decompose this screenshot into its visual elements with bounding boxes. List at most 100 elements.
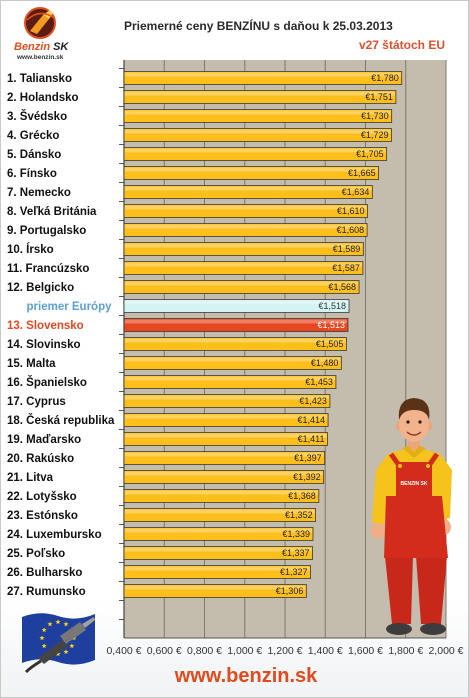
value-label-25-polsko: €1,337 <box>282 548 310 558</box>
bar-14-slovinsko <box>123 337 347 351</box>
category-label-14-slovinsko: 14. Slovinsko <box>7 339 81 351</box>
mechanic-button-left <box>398 464 402 468</box>
category-label-10-irsko: 10. Írsko <box>7 243 54 256</box>
value-label-18-ceska-republika: €1,414 <box>298 415 326 425</box>
category-label-17-cyprus: 17. Cyprus <box>7 396 66 408</box>
logo-swoosh <box>26 12 55 21</box>
bar-6-finsko <box>123 166 379 180</box>
category-label-15-malta: 15. Malta <box>7 358 56 370</box>
bar-18-ceska-republika <box>123 413 329 427</box>
value-label-2-holandsko: €1,751 <box>365 92 393 102</box>
mechanic-left-leg <box>385 556 413 624</box>
category-label-24-luxembursko: 24. Luxembursko <box>7 529 102 541</box>
value-label-13-slovensko: €1,513 <box>317 320 345 330</box>
value-label-26-bulharsko: €1,327 <box>280 567 308 577</box>
bar-9-portugalsko <box>123 223 368 237</box>
x-tick-label: 0,600 € <box>147 645 182 657</box>
category-label-7-nemecko: 7. Nemecko <box>7 187 71 199</box>
bar-gloss <box>125 357 341 362</box>
value-label-16-spanielsko: €1,453 <box>305 377 333 387</box>
value-label-23-estonsko: €1,352 <box>285 510 313 520</box>
category-label-11-francuzsko: 11. Francúzsko <box>7 263 89 275</box>
category-label-19-madarsko: 19. Maďarsko <box>7 434 81 446</box>
flag-star <box>63 621 69 627</box>
mechanic-hair <box>398 398 430 420</box>
bar-3-svedsko <box>123 109 393 123</box>
flag-nozzle-handle <box>38 640 68 664</box>
mechanic-overalls-bib <box>396 462 432 500</box>
flag-star <box>47 621 53 627</box>
flag-star <box>55 619 61 625</box>
category-label-4-grecko: 4. Grécko <box>7 130 59 142</box>
flag-star <box>41 627 47 633</box>
bar-19-madarsko <box>123 432 328 446</box>
bar-gloss <box>125 528 312 533</box>
mechanic-left-shoe <box>386 623 412 635</box>
category-label-23-estonsko: 23. Estónsko <box>7 510 78 522</box>
bar-gloss <box>125 72 401 77</box>
x-tick-label: 0,800 € <box>187 645 222 657</box>
x-tick-label: 1,400 € <box>308 645 343 657</box>
logo-wordmark: Benzin SK <box>14 41 68 53</box>
flag-nozzle-body <box>60 622 86 644</box>
bar-gloss <box>125 433 327 438</box>
bar-gloss <box>125 224 367 229</box>
value-label-21-litva: €1,392 <box>293 472 321 482</box>
bar-gloss <box>125 186 372 191</box>
category-label-8-velka-britania: 8. Veľká Británia <box>7 206 97 218</box>
category-label-3-svedsko: 3. Švédsko <box>7 110 67 123</box>
mechanic-button-right <box>426 464 430 468</box>
bar-gloss <box>125 376 335 381</box>
value-label-priemer-europy: €1,518 <box>318 301 346 311</box>
mechanic-smile <box>406 431 422 436</box>
category-label-26-bulharsko: 26. Bulharsko <box>7 567 82 579</box>
x-tick-label: 1,600 € <box>348 645 383 657</box>
bar-gloss <box>125 452 324 457</box>
flag-nozzle-hose <box>24 659 42 674</box>
category-label-16-spanielsko: 16. Španielsko <box>7 376 87 389</box>
mechanic-left-arm <box>372 454 390 525</box>
value-label-27-rumunsko: €1,306 <box>276 586 304 596</box>
category-label-22-lotyssko: 22. Lotyšsko <box>7 491 77 503</box>
mechanic-head <box>399 406 429 442</box>
bar-27-rumunsko <box>123 584 307 598</box>
category-label-priemer-europy: priemer Európy <box>27 301 113 313</box>
bar-gloss <box>125 490 318 495</box>
value-label-22-lotyssko: €1,368 <box>288 491 316 501</box>
value-label-10-irsko: €1,589 <box>333 244 361 254</box>
bar-gloss <box>125 509 315 514</box>
mechanic-left-hand <box>371 523 385 539</box>
bar-16-spanielsko <box>123 375 337 389</box>
mechanic-overalls <box>384 496 448 558</box>
logo-url: www.benzin.sk <box>17 54 64 61</box>
eu-flag-icon <box>22 613 95 674</box>
bar-gloss <box>125 471 323 476</box>
value-label-15-malta: €1,480 <box>311 358 339 368</box>
category-label-1-taliansko: 1. Taliansko <box>7 73 72 85</box>
bar-gloss <box>125 300 348 305</box>
category-label-12-belgicko: 12. Belgicko <box>7 282 74 294</box>
value-label-14-slovinsko: €1,505 <box>316 339 344 349</box>
bar-2-holandsko <box>123 90 397 104</box>
value-label-5-dansko: €1,705 <box>356 149 384 159</box>
bar-20-rakusko <box>123 451 326 465</box>
value-label-3-svedsko: €1,730 <box>361 111 389 121</box>
bar-gloss <box>125 414 328 419</box>
bar-gloss <box>125 129 391 134</box>
mechanic-right-eye <box>418 420 422 424</box>
bar-24-luxembursko <box>123 527 314 541</box>
bar-10-irsko <box>123 242 364 256</box>
bar-15-malta <box>123 356 342 370</box>
category-label-2-holandsko: 2. Holandsko <box>7 92 79 104</box>
fuel-nozzle-icon <box>24 7 56 39</box>
mechanic-left-eye <box>406 420 410 424</box>
chart-subtitle: v27 štátoch EU <box>358 38 445 52</box>
category-label-9-portugalsko: 9. Portugalsko <box>7 225 86 237</box>
bar-13-slovensko <box>123 318 349 332</box>
x-tick-label: 1,000 € <box>227 645 262 657</box>
bar-gloss <box>125 91 395 96</box>
category-label-18-ceska-republika: 18. Česká republika <box>7 414 115 427</box>
flag-star <box>69 643 75 649</box>
chart-title: Priemerné ceny BENZÍNU s daňou k 25.03.2… <box>124 19 393 33</box>
